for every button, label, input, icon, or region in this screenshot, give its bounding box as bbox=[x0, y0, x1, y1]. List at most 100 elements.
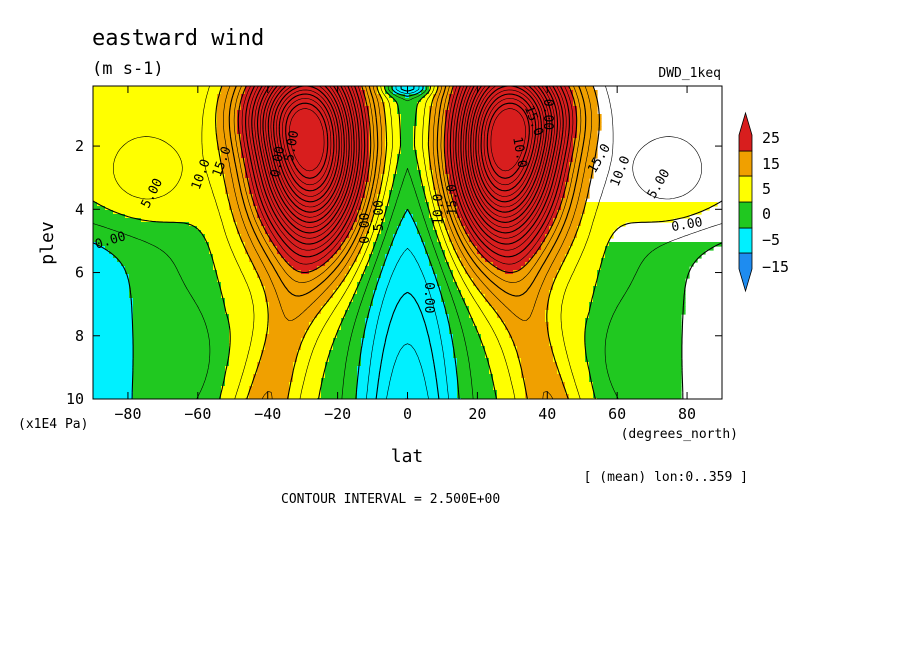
field-cell bbox=[93, 250, 110, 255]
x-axis-label: lat bbox=[391, 446, 424, 467]
field-cell bbox=[245, 166, 370, 171]
field-cell bbox=[541, 242, 574, 247]
field-cell bbox=[237, 126, 370, 131]
field-cell bbox=[133, 326, 230, 331]
field-cell bbox=[573, 242, 610, 247]
field-cell bbox=[341, 246, 362, 251]
field-cell bbox=[585, 326, 682, 331]
contour-line bbox=[93, 86, 722, 399]
field-cell bbox=[93, 282, 130, 287]
field-cell bbox=[93, 210, 114, 215]
field-cell bbox=[133, 310, 226, 315]
field-cell bbox=[573, 238, 610, 243]
field-cell bbox=[369, 166, 386, 171]
field-cell bbox=[497, 314, 546, 319]
field-cell bbox=[113, 254, 214, 259]
field-cell bbox=[253, 266, 294, 271]
field-cell bbox=[329, 258, 358, 263]
field-cell bbox=[133, 394, 222, 399]
field-cell bbox=[437, 202, 454, 207]
field-cell bbox=[437, 90, 454, 95]
field-cell bbox=[589, 310, 686, 315]
field-cell bbox=[329, 298, 354, 303]
field-cell bbox=[241, 146, 370, 151]
x-tick-label: 60 bbox=[608, 405, 626, 423]
field-cell bbox=[265, 342, 302, 347]
field-cell bbox=[401, 138, 414, 143]
field-cell bbox=[549, 322, 586, 327]
field-cell bbox=[477, 330, 510, 335]
field-cell bbox=[269, 234, 350, 239]
field-cell bbox=[365, 186, 382, 191]
field-cell bbox=[589, 366, 682, 371]
field-cell bbox=[593, 390, 682, 395]
field-cell bbox=[385, 206, 430, 211]
field-cell bbox=[133, 362, 230, 367]
chart-title: eastward wind bbox=[92, 26, 264, 51]
field-cell bbox=[225, 302, 270, 307]
colorbar-label: 5 bbox=[762, 180, 771, 198]
y-tick-label: 2 bbox=[75, 137, 84, 155]
field-cell bbox=[93, 222, 190, 227]
field-cell bbox=[421, 234, 438, 239]
field-cell bbox=[569, 166, 594, 171]
field-cell bbox=[245, 242, 274, 247]
field-cell bbox=[553, 218, 582, 223]
field-cell bbox=[453, 342, 482, 347]
field-cell bbox=[369, 306, 446, 311]
field-cell bbox=[457, 374, 494, 379]
colorbar-label: −5 bbox=[762, 231, 780, 249]
field-cell bbox=[589, 306, 686, 311]
field-cell bbox=[437, 238, 450, 243]
field-cell bbox=[97, 242, 210, 247]
field-cell bbox=[369, 158, 386, 163]
field-cell bbox=[569, 170, 594, 175]
wind-field bbox=[93, 86, 722, 399]
field-cell bbox=[441, 286, 458, 291]
field-cell bbox=[453, 338, 482, 343]
field-cell bbox=[377, 206, 386, 211]
field-cell bbox=[493, 306, 550, 311]
field-cell bbox=[445, 114, 578, 119]
field-cell bbox=[437, 194, 454, 199]
field-cell bbox=[453, 334, 482, 339]
field-cell bbox=[429, 114, 446, 119]
field-cell bbox=[365, 330, 450, 335]
field-cell bbox=[121, 262, 214, 267]
field-cell bbox=[257, 206, 362, 211]
field-cell bbox=[401, 134, 414, 139]
field-cell bbox=[97, 202, 230, 207]
field-cell bbox=[493, 378, 526, 383]
field-cell bbox=[93, 130, 218, 135]
field-cell bbox=[217, 278, 262, 283]
field-cell bbox=[109, 250, 210, 255]
x-tick-label: 0 bbox=[403, 405, 412, 423]
field-cell bbox=[385, 110, 398, 115]
field-cell bbox=[493, 386, 526, 391]
field-cell bbox=[261, 354, 298, 359]
field-cell bbox=[269, 302, 326, 307]
field-cell bbox=[549, 290, 594, 295]
field-cell bbox=[377, 198, 390, 203]
field-cell bbox=[349, 270, 366, 275]
field-cell bbox=[553, 278, 598, 283]
field-cell bbox=[389, 194, 426, 199]
contour-line bbox=[276, 89, 539, 197]
field-cell bbox=[249, 386, 290, 391]
field-cell bbox=[265, 346, 302, 351]
field-cell bbox=[573, 98, 598, 103]
field-cell bbox=[569, 178, 590, 183]
field-cell bbox=[373, 218, 386, 223]
field-cell bbox=[397, 102, 418, 107]
field-cell bbox=[573, 158, 594, 163]
field-cell bbox=[93, 382, 134, 387]
field-cell bbox=[429, 162, 446, 167]
field-cell bbox=[249, 390, 290, 395]
field-cell bbox=[93, 314, 134, 319]
colorbar: 25 15 5 0 −5 −15 bbox=[738, 111, 789, 293]
field-cell bbox=[221, 286, 266, 291]
field-cell bbox=[297, 350, 330, 355]
field-cell bbox=[345, 238, 366, 243]
field-cell bbox=[385, 134, 402, 139]
